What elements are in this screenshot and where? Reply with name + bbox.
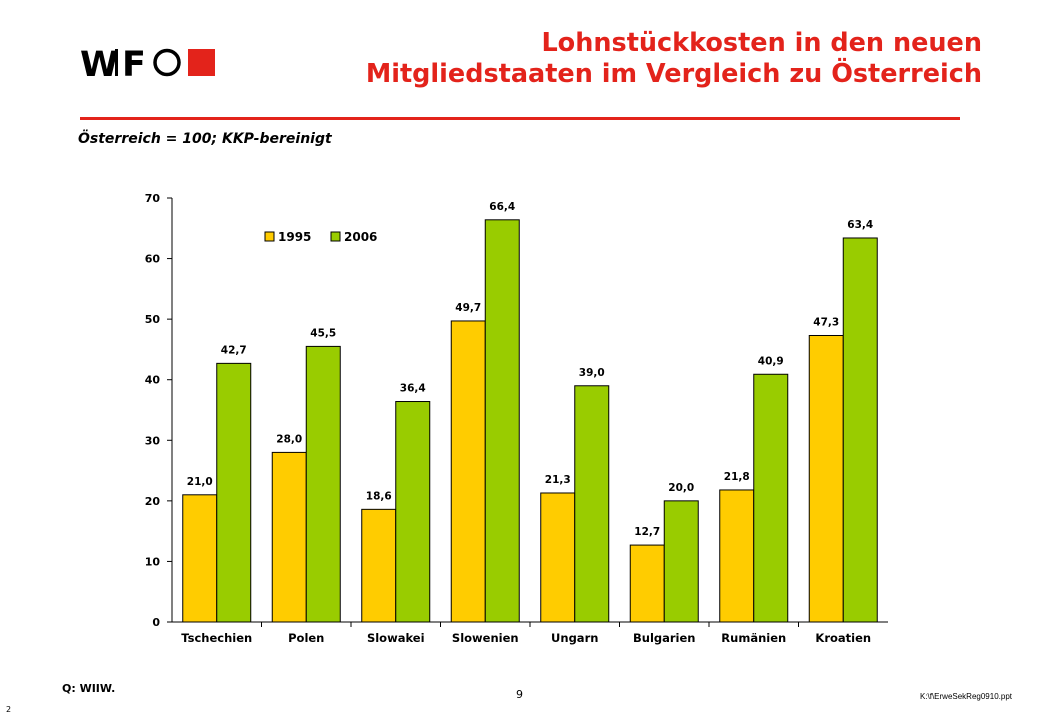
data-label: 28,0 — [276, 433, 302, 445]
x-category-label: Slowakei — [367, 631, 425, 645]
y-tick-label: 20 — [145, 495, 161, 508]
bar-1995-bulgarien — [629, 544, 665, 623]
data-label: 21,8 — [724, 471, 750, 483]
bar-2006-kroatien — [842, 237, 878, 623]
bar-2006-ungarn — [574, 385, 610, 623]
data-label: 39,0 — [579, 367, 605, 379]
bar-2006-polen — [305, 345, 341, 623]
y-tick-label: 70 — [145, 192, 161, 205]
bar-2006-rumänien — [753, 373, 789, 623]
data-label: 45,5 — [310, 327, 336, 339]
x-category-label: Bulgarien — [633, 631, 696, 645]
bar-1995-slowenien — [450, 320, 486, 623]
bar-2006-tschechien — [216, 362, 252, 623]
data-label: 63,4 — [847, 219, 873, 231]
file-path: K:\f\ErweSekReg0910.ppt — [919, 692, 1012, 701]
legend-swatch-1995 — [264, 231, 275, 242]
y-tick-label: 60 — [145, 253, 161, 266]
x-category-label: Rumänien — [721, 631, 786, 645]
source-note: Q: WIIW. — [62, 682, 116, 695]
bar-1995-slowakei — [361, 508, 397, 623]
data-label: 18,6 — [366, 490, 392, 502]
y-tick-label: 30 — [145, 434, 161, 447]
data-label: 49,7 — [455, 302, 481, 314]
legend-label-1995: 1995 — [278, 230, 311, 244]
svg-text:W: W — [80, 45, 119, 85]
svg-text:F: F — [122, 45, 146, 85]
bar-1995-kroatien — [808, 334, 844, 623]
x-category-label: Ungarn — [551, 631, 598, 645]
bar-1995-polen — [271, 451, 307, 623]
bar-2006-slowakei — [395, 401, 431, 623]
data-label: 40,9 — [758, 355, 784, 367]
bar-1995-rumänien — [719, 489, 755, 623]
bar-2006-bulgarien — [663, 500, 699, 623]
wifo-logo: W F — [80, 45, 215, 85]
data-label: 47,3 — [813, 316, 839, 328]
data-label: 12,7 — [634, 526, 660, 538]
legend-swatch-2006 — [330, 231, 341, 242]
y-tick-label: 50 — [145, 313, 161, 326]
data-label: 42,7 — [221, 344, 247, 356]
title-line-2: Mitgliedstaaten im Vergleich zu Österrei… — [365, 59, 982, 89]
data-label: 36,4 — [400, 383, 426, 395]
x-category-label: Tschechien — [181, 631, 252, 645]
data-label: 21,0 — [187, 476, 213, 488]
data-label: 21,3 — [545, 474, 571, 486]
y-tick-label: 0 — [152, 616, 160, 629]
title-line-1: Lohnstückkosten in den neuen — [541, 28, 982, 58]
page-number: 9 — [516, 688, 523, 701]
title-divider — [80, 117, 960, 120]
chart-subtitle: Österreich = 100; KKP-bereinigt — [78, 131, 332, 147]
y-tick-label: 40 — [145, 374, 161, 387]
legend-label-2006: 2006 — [344, 230, 377, 244]
x-category-label: Kroatien — [815, 631, 871, 645]
slide-number: 2 — [6, 705, 12, 714]
data-label: 20,0 — [668, 482, 694, 494]
y-tick-label: 10 — [145, 555, 161, 568]
bar-1995-ungarn — [540, 492, 576, 623]
bar-1995-tschechien — [182, 494, 218, 623]
x-category-label: Slowenien — [452, 631, 519, 645]
page-title: Lohnstückkosten in den neuen Mitgliedsta… — [366, 28, 982, 90]
x-category-label: Polen — [288, 631, 324, 645]
data-label: 66,4 — [489, 201, 515, 213]
bar-2006-slowenien — [484, 219, 520, 623]
